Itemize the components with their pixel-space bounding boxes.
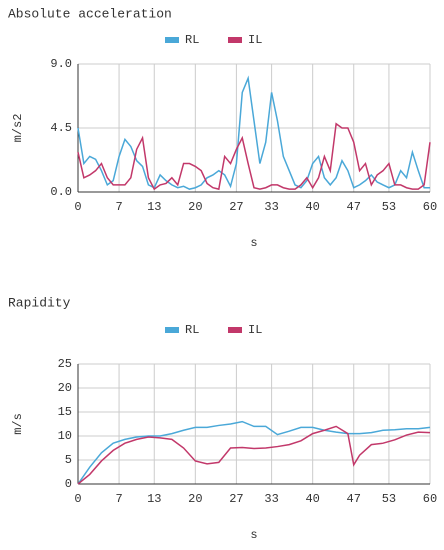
x-tick-label: 13 — [147, 200, 161, 214]
x-tick-label: 27 — [229, 492, 243, 506]
y-axis-label: m/s — [11, 413, 25, 435]
legend-label: IL — [248, 33, 262, 47]
x-tick-label: 13 — [147, 492, 161, 506]
x-tick-label: 33 — [264, 200, 278, 214]
legend-swatch — [165, 37, 179, 43]
x-tick-label: 27 — [229, 200, 243, 214]
x-axis-label: s — [250, 528, 257, 542]
x-tick-label: 40 — [305, 200, 319, 214]
y-tick-label: 15 — [58, 405, 72, 419]
line-series — [77, 420, 431, 485]
legend-label: IL — [248, 323, 262, 337]
x-tick-label: 33 — [264, 492, 278, 506]
y-tick-label: 0 — [65, 477, 72, 491]
y-tick-label: 4.5 — [50, 121, 72, 135]
chart-title: Rapidity — [8, 295, 71, 310]
x-tick-label: 60 — [423, 200, 437, 214]
x-tick-label: 53 — [382, 492, 396, 506]
x-tick-label: 53 — [382, 200, 396, 214]
x-tick-label: 47 — [347, 200, 361, 214]
x-tick-label: 60 — [423, 492, 437, 506]
y-tick-label: 9.0 — [50, 57, 72, 71]
x-tick-label: 20 — [188, 200, 202, 214]
y-tick-label: 10 — [58, 429, 72, 443]
legend-swatch — [165, 327, 179, 333]
x-tick-label: 0 — [74, 492, 81, 506]
y-tick-label: 5 — [65, 453, 72, 467]
chart-title: Absolute acceleration — [8, 6, 172, 21]
legend-swatch — [228, 37, 242, 43]
legend-swatch — [228, 327, 242, 333]
legend-label: RL — [185, 33, 199, 47]
y-tick-label: 20 — [58, 381, 72, 395]
x-tick-label: 20 — [188, 492, 202, 506]
y-tick-label: 0.0 — [50, 185, 72, 199]
x-tick-label: 7 — [115, 200, 122, 214]
x-tick-label: 47 — [347, 492, 361, 506]
x-tick-label: 40 — [305, 492, 319, 506]
y-axis-label: m/s2 — [11, 114, 25, 143]
line-series — [77, 425, 431, 485]
line-series — [77, 75, 430, 190]
x-tick-label: 7 — [115, 492, 122, 506]
legend-label: RL — [185, 323, 199, 337]
x-axis-label: s — [250, 236, 257, 250]
x-tick-label: 0 — [74, 200, 81, 214]
line-series — [77, 122, 431, 191]
y-tick-label: 25 — [58, 357, 72, 371]
